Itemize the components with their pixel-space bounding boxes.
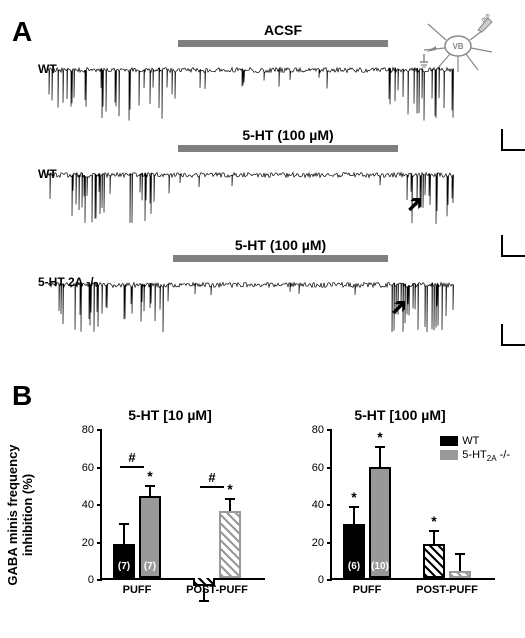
drug-label: 5-HT (100 µM): [173, 237, 388, 253]
legend: WT 5-HT2A -/-: [440, 435, 510, 463]
n-label: (6): [345, 561, 363, 572]
x-tick-label: PUFF: [353, 584, 382, 596]
y-tick-label: 0: [88, 574, 94, 586]
panel-a: VB puff ACSF WT 5-HT (100 µM): [48, 24, 508, 364]
y-tick-label: 60: [82, 462, 94, 474]
significance-star: *: [431, 513, 436, 529]
scale-bar: 100 pA 5 s: [501, 129, 503, 151]
legend-item-wt: WT: [440, 435, 510, 447]
trace-row-3: 5-HT (100 µM) 5-HT 2A -/- 100 pA 5 s ➔: [48, 239, 508, 339]
y-tick-label: 40: [82, 499, 94, 511]
y-tick-label: 0: [318, 574, 324, 586]
bar: (10): [369, 467, 391, 578]
y-tick-label: 60: [312, 462, 324, 474]
x-tick-label: POST-PUFF: [416, 584, 478, 596]
panel-b-label: B: [12, 380, 32, 412]
legend-item-ko: 5-HT2A -/-: [440, 449, 510, 463]
legend-label: WT: [462, 435, 479, 447]
bar: [449, 571, 471, 579]
bar: (7): [113, 544, 135, 578]
significance-star: *: [227, 481, 232, 497]
significance-star: *: [147, 468, 152, 484]
y-tick-label: 80: [312, 424, 324, 436]
plot-area: 020406080PUFFPOST-PUFF(7)(7)**##: [100, 430, 265, 580]
n-label: (10): [371, 561, 389, 572]
bar: [423, 544, 445, 578]
application-bar: [178, 40, 388, 47]
legend-label: 5-HT2A -/-: [462, 449, 510, 461]
application-bar: [178, 145, 398, 152]
bar-chart: 5-HT [10 µM]020406080PUFFPOST-PUFF(7)(7)…: [70, 425, 270, 605]
significance-star: *: [351, 489, 356, 505]
y-tick-label: 80: [82, 424, 94, 436]
chart-title: 5-HT [10 µM]: [70, 407, 270, 423]
drug-label: 5-HT (100 µM): [178, 127, 398, 143]
trace-svg: [48, 52, 458, 122]
bar: (7): [139, 496, 161, 579]
application-bar: [173, 255, 388, 262]
x-tick-label: PUFF: [123, 584, 152, 596]
trace-row-2: 5-HT (100 µM) WT 100 pA 5 s ➔: [48, 129, 508, 229]
bar: [219, 511, 241, 579]
trace-row-1: ACSF WT: [48, 24, 508, 124]
panel-a-label: A: [12, 16, 32, 48]
scale-bar: 50 pA 5 s: [501, 324, 503, 346]
y-tick-label: 40: [312, 499, 324, 511]
n-label: (7): [115, 561, 133, 572]
significance-hash: #: [208, 470, 215, 485]
scale-bar: 100 pA 5 s: [501, 235, 503, 257]
y-tick-label: 20: [312, 537, 324, 549]
trace-svg: [48, 157, 458, 227]
x-tick-label: POST-PUFF: [186, 584, 248, 596]
drug-label: ACSF: [178, 22, 388, 38]
panel-b: GABA minis frequencyinhibition (%) 5-HT …: [40, 400, 510, 630]
chart-title: 5-HT [100 µM]: [300, 407, 500, 423]
bar: (6): [343, 524, 365, 578]
y-axis-label: GABA minis frequencyinhibition (%): [5, 435, 35, 595]
y-tick-label: 20: [82, 537, 94, 549]
n-label: (7): [141, 561, 159, 572]
significance-hash: #: [128, 450, 135, 465]
bar: [193, 578, 215, 586]
significance-star: *: [377, 429, 382, 445]
